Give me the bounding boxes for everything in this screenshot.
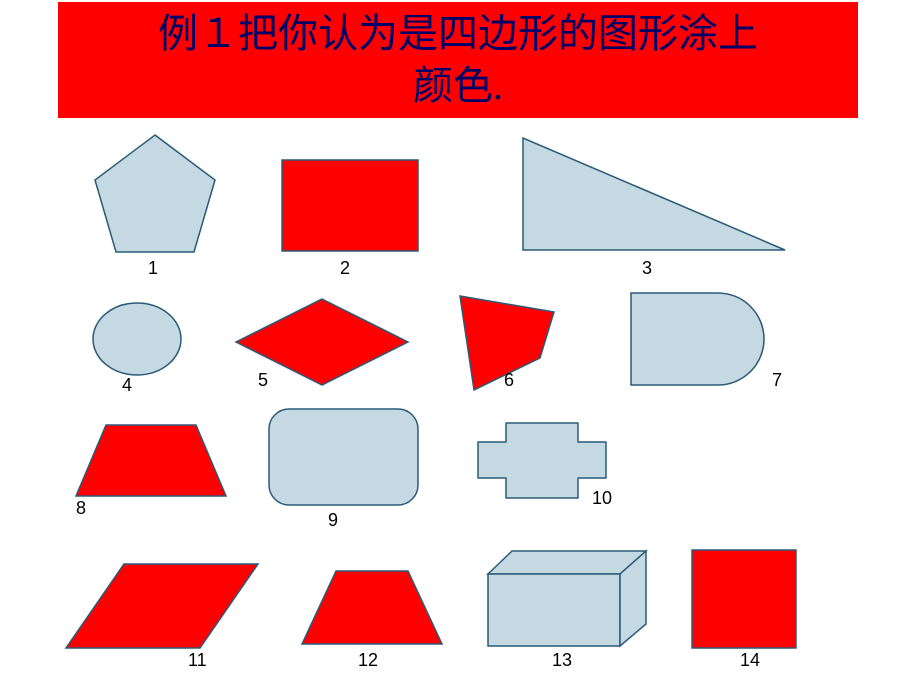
label-8: 8 (76, 498, 86, 519)
label-9: 9 (328, 510, 338, 531)
shape-trapezoid-2 (298, 568, 446, 648)
label-5: 5 (258, 370, 268, 391)
label-14: 14 (740, 650, 760, 671)
shape-rectangle (280, 158, 420, 253)
label-6: 6 (504, 370, 514, 391)
label-12: 12 (358, 650, 378, 671)
shape-pentagon (90, 132, 220, 257)
shape-cross (472, 420, 612, 502)
shape-half-stadium (628, 290, 768, 390)
title-banner: 例１把你认为是四边形的图形涂上 颜色. (58, 2, 858, 118)
label-10: 10 (592, 488, 612, 509)
label-11: 11 (188, 650, 207, 671)
shape-triangle (520, 135, 790, 255)
label-3: 3 (642, 258, 652, 279)
title-line-1: 例１把你认为是四边形的图形涂上 (158, 11, 758, 56)
title-line-2: 颜色. (413, 63, 503, 108)
title-text: 例１把你认为是四边形的图形涂上 颜色. (158, 8, 758, 112)
shape-ellipse (90, 300, 185, 378)
label-4: 4 (122, 375, 132, 396)
shape-parallelogram (62, 560, 262, 652)
shape-irregular-quad (432, 290, 562, 395)
label-1: 1 (148, 258, 158, 279)
shape-rounded-rect (266, 406, 421, 508)
shape-trapezoid-1 (72, 422, 230, 500)
shape-cuboid (482, 548, 652, 650)
label-2: 2 (340, 258, 350, 279)
label-13: 13 (552, 650, 572, 671)
label-7: 7 (772, 370, 782, 391)
shape-square (690, 548, 798, 650)
